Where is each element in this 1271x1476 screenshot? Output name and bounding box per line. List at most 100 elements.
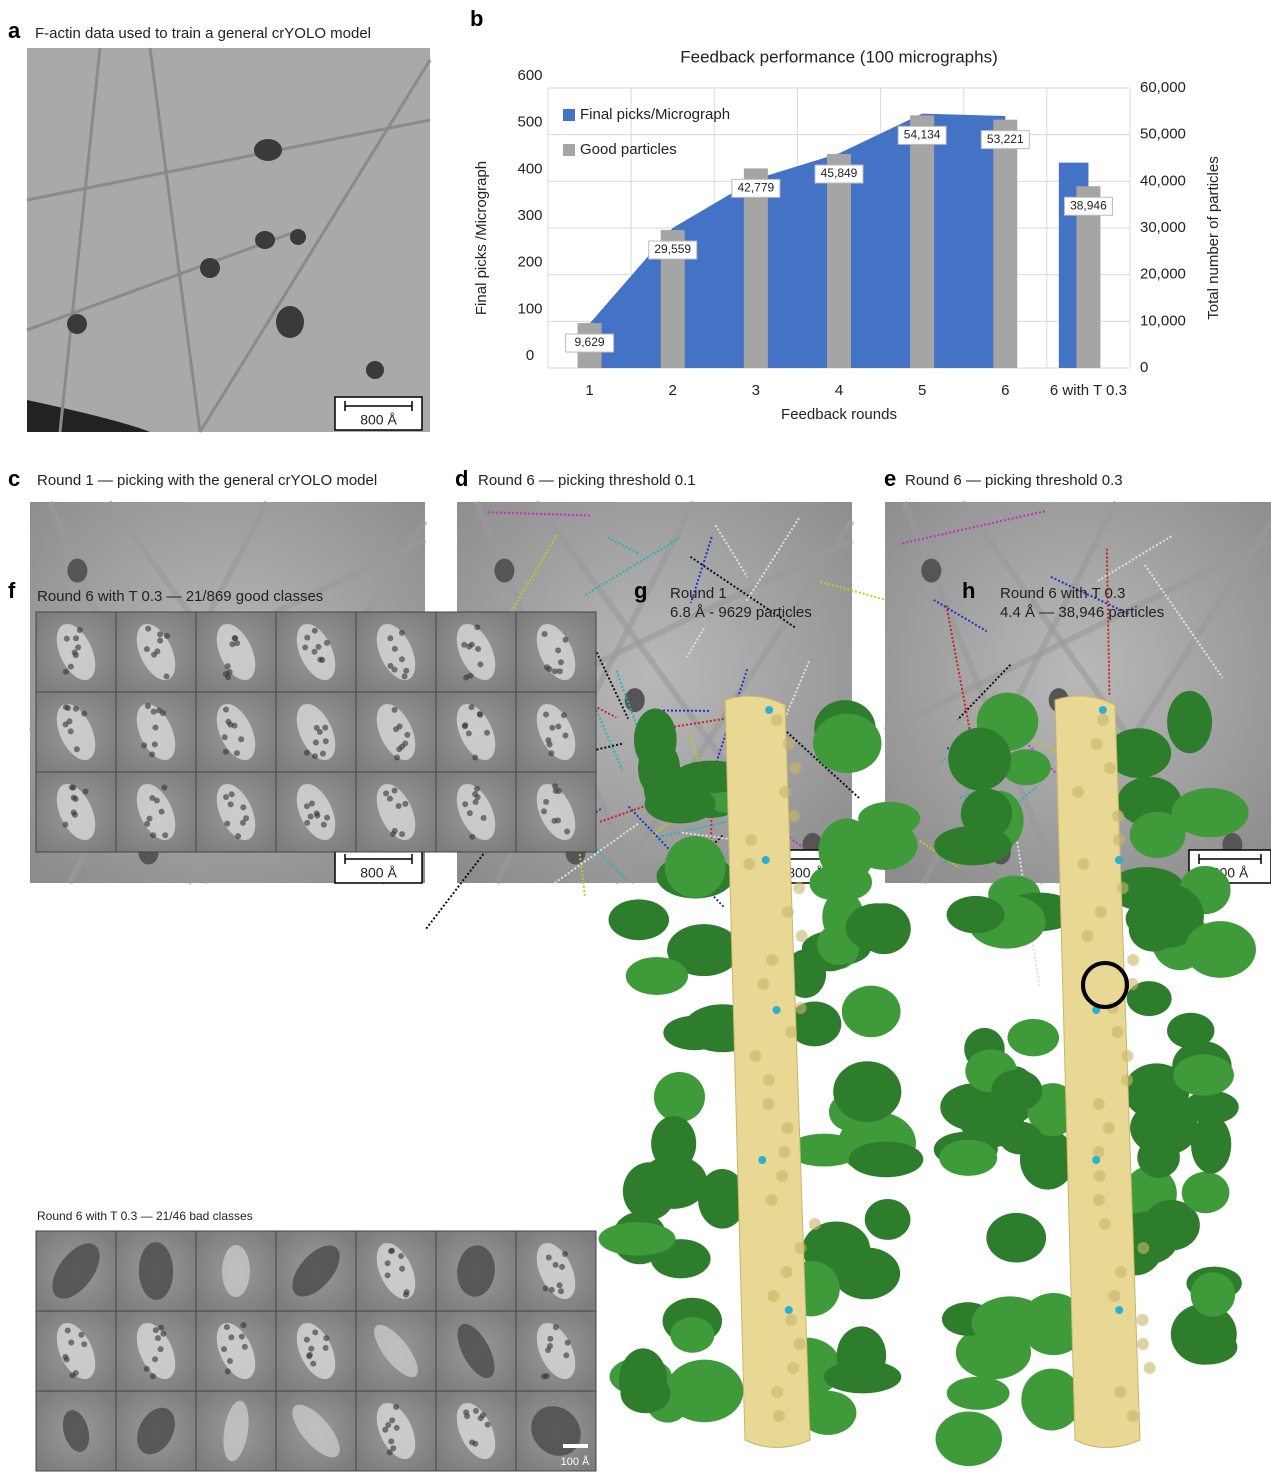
class-detail (544, 1373, 550, 1379)
class-detail (152, 1356, 158, 1362)
green-subunit (936, 1412, 1002, 1467)
scale-bar-label: 800 Å (360, 865, 397, 881)
class-detail (557, 1282, 563, 1288)
green-subunit (1167, 691, 1212, 753)
class-detail (551, 818, 557, 824)
class-detail (387, 663, 393, 669)
green-subunit (1191, 1272, 1236, 1316)
green-subunit (619, 1348, 667, 1412)
caption: Round 6 with T 0.3 — 21/46 bad classes (37, 1209, 253, 1223)
strand-detail (1114, 1386, 1126, 1398)
caption: Round 6 with T 0.3 — 21/869 good classes (37, 588, 323, 605)
strand-detail (789, 762, 801, 774)
green-subunit (991, 1070, 1042, 1112)
strand-detail (787, 1362, 799, 1374)
x-tick-label: 1 (585, 382, 593, 399)
class-detail (478, 1415, 484, 1421)
strand-detail (785, 1314, 797, 1326)
strand-detail (1078, 858, 1090, 870)
class-detail (547, 1343, 553, 1349)
strand-detail (1112, 1026, 1124, 1038)
green-subunit (972, 1296, 1049, 1349)
class-detail (144, 1366, 150, 1372)
class-detail (543, 1285, 549, 1291)
class-detail (158, 1346, 164, 1352)
class-detail (403, 668, 409, 674)
class-detail (62, 822, 68, 828)
class-detail (561, 712, 567, 718)
x-tick-label: 6 with T 0.3 (1050, 382, 1127, 399)
class-detail (399, 831, 405, 837)
strand-detail (1095, 906, 1107, 918)
class-detail (81, 711, 87, 717)
y-tick-label: 600 (517, 67, 542, 84)
bar (910, 115, 934, 368)
class-detail (240, 820, 246, 826)
class-detail (462, 801, 468, 807)
class-detail (393, 1404, 399, 1410)
class-detail (308, 1346, 314, 1352)
class-detail (304, 635, 310, 641)
x-tick-label: 5 (918, 382, 926, 399)
map-title: Round 6 with T 0.3 (1000, 585, 1125, 602)
class-detail (469, 834, 475, 840)
class-detail (78, 1332, 84, 1338)
class-detail (232, 723, 238, 729)
class-detail (392, 707, 398, 713)
y-axis-label: Final picks /Micrograph (473, 161, 490, 315)
strand-detail (1117, 882, 1129, 894)
class-detail (225, 663, 231, 669)
class-detail (304, 1337, 310, 1343)
class-detail (221, 1346, 227, 1352)
ligand (758, 1156, 766, 1164)
class-detail (399, 1266, 405, 1272)
green-subunit (1185, 921, 1256, 978)
class-detail (147, 816, 153, 822)
strand-detail (757, 978, 769, 990)
class-detail (83, 788, 89, 794)
strand-detail (788, 810, 800, 822)
class-detail (399, 656, 405, 662)
class-detail (72, 649, 78, 655)
green-subunit (824, 1360, 902, 1393)
x-tick-label: 2 (669, 382, 677, 399)
class-detail (474, 786, 480, 792)
scale-bar-label: 800 Å (360, 412, 397, 428)
strand-detail (795, 1002, 807, 1014)
green-subunit (1191, 1115, 1231, 1173)
ligand (1115, 1306, 1123, 1314)
figure: a F-actin data used to train a general c… (0, 0, 1271, 1476)
green-subunit (842, 986, 901, 1038)
class-detail (312, 628, 318, 634)
class-detail (558, 1288, 564, 1294)
green-subunit (639, 1155, 707, 1208)
strand-detail (1093, 1194, 1105, 1206)
legend-swatch (563, 109, 575, 121)
strand-detail (1122, 1050, 1134, 1062)
class-detail (238, 736, 244, 742)
bar (993, 120, 1017, 368)
panel-label: a (8, 18, 21, 43)
class-detail (145, 703, 151, 709)
value-label: 38,946 (1070, 198, 1107, 212)
class-detail (317, 657, 323, 663)
class-detail (547, 666, 553, 672)
class-detail (313, 740, 319, 746)
green-subunit (599, 1222, 676, 1256)
class-detail (547, 741, 553, 747)
class-detail (547, 1336, 553, 1342)
green-subunit (626, 957, 688, 995)
class-detail (552, 783, 558, 789)
class-detail (223, 749, 229, 755)
class-detail (312, 753, 318, 759)
micrograph (27, 48, 430, 432)
class-detail (403, 1292, 409, 1298)
strand-detail (795, 1242, 807, 1254)
class-detail (402, 673, 408, 679)
strand-detail (780, 1266, 792, 1278)
strand-detail (809, 1218, 821, 1230)
strand-detail (785, 1026, 797, 1038)
strand-detail (1091, 738, 1103, 750)
class-detail (239, 1334, 245, 1340)
class-detail (563, 1352, 569, 1358)
